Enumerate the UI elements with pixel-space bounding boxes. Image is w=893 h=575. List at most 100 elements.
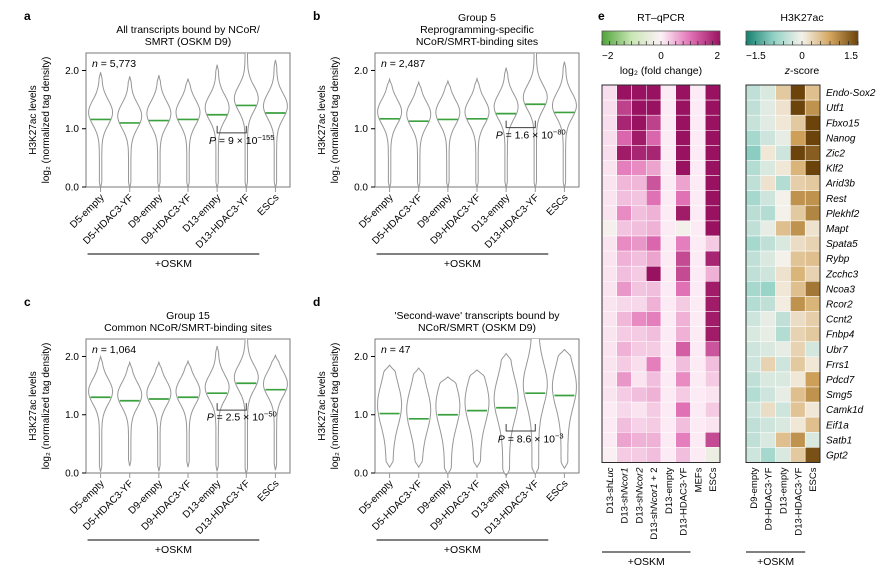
heatmap-cell [690, 371, 706, 388]
heatmap-cell [616, 99, 632, 116]
heatmap-cell [804, 175, 821, 191]
oskm-group-label: +OSKM [155, 258, 192, 270]
colorbar-tick-label: 0 [799, 51, 805, 62]
heatmap-cell [760, 326, 776, 342]
heatmap-cell [675, 386, 691, 403]
heatmap-cell [775, 145, 791, 161]
heatmap-cell [675, 145, 691, 161]
heatmap-cell [690, 281, 706, 297]
heatmap-cell [631, 250, 647, 267]
violin-shape-D13-HDAC3-YF [233, 53, 259, 189]
heatmap-cell [631, 296, 647, 312]
heatmap-cell [775, 235, 791, 252]
heatmap-cell [660, 175, 676, 191]
heatmap-cell [631, 416, 647, 433]
heatmap-cell [631, 326, 647, 342]
heatmap-cell [601, 99, 617, 116]
heatmap-cell [616, 311, 632, 327]
panel-title: SMRT (OSKM D9) [145, 36, 232, 48]
heatmap-cell [804, 432, 821, 448]
gene-label-Plekhf2: Plekhf2 [826, 209, 860, 220]
violin-panel-d: d 'Second-wave' transcripts bound byNCoR/… [313, 295, 580, 556]
heatmap-cell [745, 235, 762, 252]
heatmap-cell [646, 341, 662, 358]
heatmap-cell [775, 99, 791, 116]
heatmap-cell [660, 190, 676, 207]
heatmap-cell [705, 281, 721, 297]
heatmap-cell [601, 432, 617, 448]
y-tick-label: 1.0 [65, 410, 79, 421]
heatmap-cell [775, 341, 791, 358]
heatmap-cell [705, 145, 721, 161]
heatmap-cell [705, 84, 721, 101]
heatmap-cell [616, 205, 632, 222]
heatmap-cell [601, 84, 617, 101]
heatmap-cell [745, 175, 762, 191]
heatmap-cell [790, 175, 806, 191]
heatmap-cell [690, 114, 706, 131]
heatmap-col-label: D13-shNcor1 [620, 468, 631, 524]
heatmap-cell [804, 130, 821, 146]
n-count-label: n = 5,773 [92, 58, 136, 70]
heatmap-cell [631, 447, 647, 463]
y-tick-label: 0.0 [354, 183, 368, 194]
heatmap-cell [690, 250, 706, 267]
heatmap-cell [760, 99, 776, 116]
heatmap-cell [804, 99, 821, 116]
heatmap-cell [804, 114, 821, 131]
heatmap-cell [745, 326, 762, 342]
heatmap-cell [790, 371, 806, 388]
heatmap-cell [804, 386, 821, 403]
heatmap-cell [760, 341, 776, 358]
heatmap-cell [705, 160, 721, 176]
heatmap-cell [646, 145, 662, 161]
heatmap-cell [760, 311, 776, 327]
heatmap-cell [675, 175, 691, 191]
heatmap-col-label: D9-HDAC3-YF [764, 467, 775, 530]
heatmap-col-label: ESCs [708, 467, 719, 492]
heatmap-cell [705, 190, 721, 207]
heatmap-cell [675, 356, 691, 373]
heatmap-e_h3k27ac [745, 84, 821, 463]
gene-label-Klf2: Klf2 [826, 164, 844, 175]
y-tick-label: 2.0 [354, 352, 368, 363]
gene-label-Arid3b: Arid3b [825, 179, 855, 190]
heatmap-cell [775, 386, 791, 403]
heatmap-cell [646, 114, 662, 131]
panel-letter-d: d [313, 295, 320, 309]
heatmap-cell [775, 205, 791, 222]
panel-d-violin-plot: d 'Second-wave' transcripts bound by NCoR/… [307, 291, 597, 575]
heatmap-cell [804, 220, 821, 237]
heatmap-cell [760, 175, 776, 191]
heatmap-cell [675, 160, 691, 176]
y-tick-label: 1.0 [354, 124, 368, 135]
heatmap-cell [760, 281, 776, 297]
heatmap-cell [790, 432, 806, 448]
heatmap-cell [705, 326, 721, 342]
heatmap-cell [690, 99, 706, 116]
heatmap-cell [760, 235, 776, 252]
heatmap-cell [745, 311, 762, 327]
panel-letter-a: a [24, 9, 31, 23]
violin-shape-D9-HDAC3-YF [464, 369, 490, 469]
heatmap-cell [760, 220, 776, 237]
heatmap-cell [601, 145, 617, 161]
heatmap-cell [660, 311, 676, 327]
gene-label-Ncoa3: Ncoa3 [826, 284, 855, 295]
heatmap-cell [790, 356, 806, 373]
heatmap-cell [804, 205, 821, 222]
heatmap-cell [790, 265, 806, 282]
heatmap-cell [675, 130, 691, 146]
heatmap-cell [775, 114, 791, 131]
heatmap-cell [804, 296, 821, 312]
heatmap-cell [760, 265, 776, 282]
heatmap-cell [760, 250, 776, 267]
heatmap-cell [705, 205, 721, 222]
heatmap-cell [660, 432, 676, 448]
heatmap-cell [804, 235, 821, 252]
heatmap-cell [616, 326, 632, 342]
heatmap-cell [646, 401, 662, 418]
heatmap-cell [705, 432, 721, 448]
